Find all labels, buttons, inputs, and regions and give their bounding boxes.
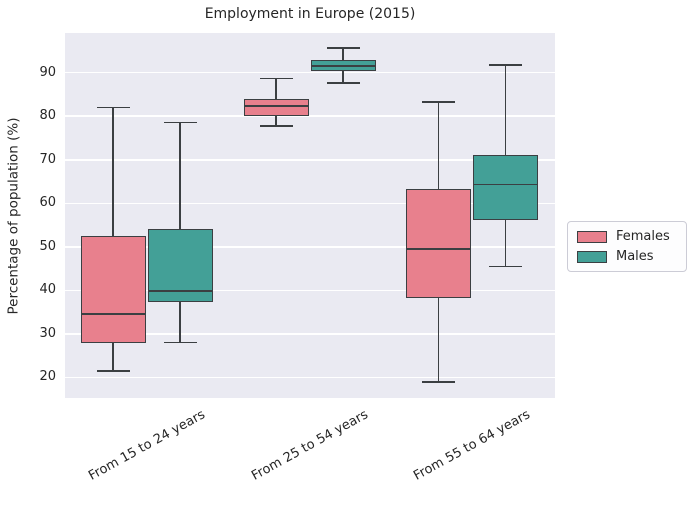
median-line — [310, 65, 376, 67]
box-males-group1 — [147, 229, 213, 303]
whisker-line — [179, 122, 181, 230]
legend-entry-males: Males — [577, 249, 676, 264]
y-gridline — [65, 376, 555, 379]
whisker-cap — [96, 370, 130, 372]
y-gridline — [65, 333, 555, 335]
whisker-cap — [421, 101, 455, 103]
median-line — [147, 290, 213, 293]
y-tick-label: 30 — [39, 325, 56, 341]
y-tick-label: 50 — [39, 238, 56, 254]
y-gridline — [65, 159, 555, 161]
median-line — [243, 105, 309, 108]
y-gridline — [65, 202, 555, 205]
whisker-cap — [96, 106, 130, 109]
median-line — [80, 313, 146, 316]
whisker-cap — [163, 341, 197, 344]
plot-area — [65, 33, 555, 398]
box-females-group3 — [405, 189, 471, 299]
whisker-cap — [259, 77, 293, 80]
whisker-line — [179, 302, 181, 343]
box-males-group3 — [472, 154, 538, 220]
median-line — [472, 183, 538, 186]
whisker-cap — [259, 125, 293, 127]
whisker-line — [112, 107, 114, 236]
box-females-group2 — [243, 98, 309, 117]
whisker-line — [342, 70, 344, 83]
chart-title: Employment in Europe (2015) — [204, 6, 416, 22]
legend: Females Males — [567, 221, 687, 272]
y-tick-label: 70 — [39, 151, 56, 167]
whisker-line — [275, 116, 277, 126]
y-tick-label: 80 — [39, 108, 56, 124]
y-gridline — [65, 246, 555, 248]
y-tick-label: 60 — [39, 195, 56, 211]
whisker-cap — [326, 47, 360, 49]
males-color-swatch — [577, 250, 607, 263]
whisker-line — [275, 78, 277, 99]
y-axis-label: Percentage of population (%) — [5, 117, 22, 315]
whisker-cap — [488, 265, 522, 268]
y-gridline — [65, 115, 555, 117]
whisker-cap — [163, 121, 197, 124]
y-gridline — [65, 71, 555, 74]
box-females-group1 — [80, 235, 146, 343]
females-color-swatch — [577, 230, 607, 243]
whisker-line — [437, 298, 440, 382]
whisker-line — [504, 219, 507, 267]
whisker-cap — [488, 64, 522, 67]
whisker-cap — [326, 81, 360, 84]
legend-entry-females: Females — [577, 229, 676, 244]
whisker-line — [342, 47, 344, 61]
y-tick-label: 40 — [39, 282, 56, 298]
legend-label-males: Males — [616, 249, 654, 264]
whisker-line — [437, 101, 440, 190]
whisker-line — [112, 342, 114, 371]
y-tick-label: 20 — [39, 369, 56, 385]
whisker-cap — [421, 381, 455, 383]
median-line — [405, 248, 471, 250]
y-tick-label: 90 — [39, 64, 56, 80]
legend-label-females: Females — [616, 229, 670, 244]
whisker-line — [504, 65, 507, 155]
box-males-group2 — [310, 60, 376, 71]
y-gridline — [65, 289, 555, 292]
